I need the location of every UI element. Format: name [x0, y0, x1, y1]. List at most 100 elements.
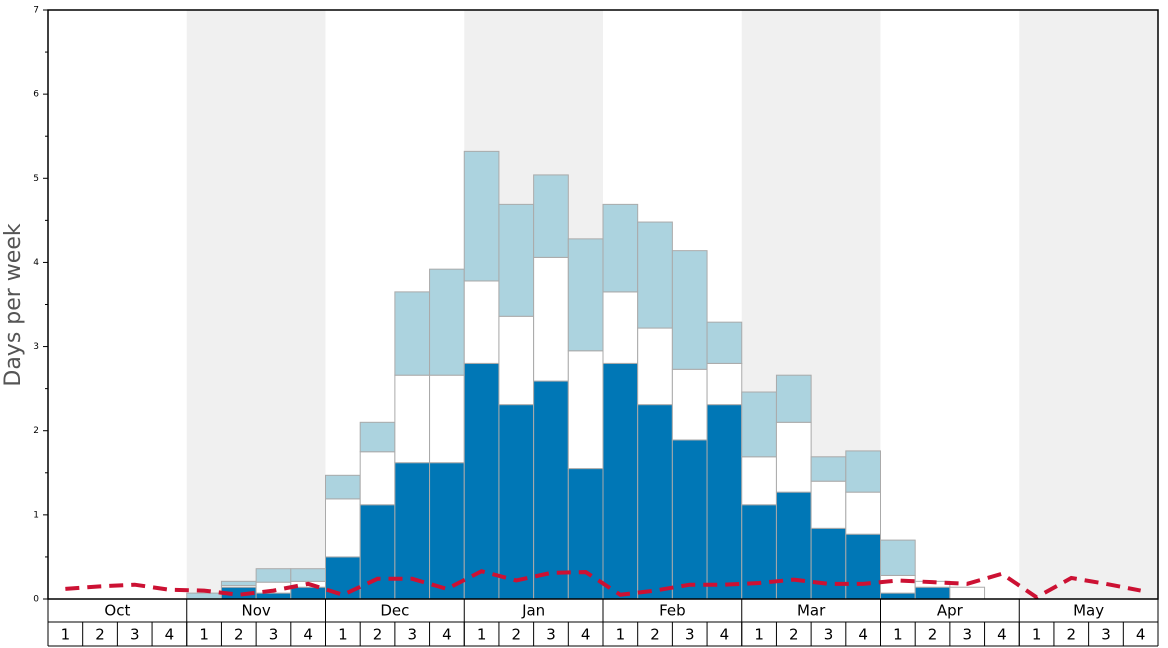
- week-label: 4: [720, 626, 730, 644]
- month-label: Feb: [659, 602, 686, 620]
- bar-segment: [359, 504, 396, 600]
- bar-segment: [325, 498, 361, 558]
- bar-segment: [394, 462, 431, 600]
- bar-segment: [463, 280, 500, 364]
- month-band: [1019, 10, 1158, 599]
- y-tick-label: 4: [33, 258, 39, 268]
- week-label: 2: [95, 626, 105, 644]
- y-tick-label: 7: [33, 6, 39, 16]
- week-label: 4: [997, 626, 1007, 644]
- trend-line: [65, 569, 1142, 600]
- bar-segment: [775, 374, 812, 423]
- bar-segment: [845, 533, 881, 600]
- week-label: 2: [373, 626, 383, 644]
- bar-segment: [429, 268, 465, 376]
- week-label: 3: [962, 626, 972, 644]
- y-tick-label: 3: [33, 342, 39, 352]
- y-tick-label: 1: [33, 510, 39, 520]
- y-tick-label: 0: [33, 595, 39, 605]
- y-tick-label: 2: [33, 426, 39, 436]
- week-label: 1: [1032, 626, 1042, 644]
- week-label: 1: [199, 626, 209, 644]
- week-label: 4: [165, 626, 175, 644]
- bar-segment: [637, 221, 673, 329]
- month-label: Nov: [241, 602, 270, 620]
- bar-segment: [741, 391, 777, 458]
- bar-segment: [533, 174, 569, 258]
- week-label: 2: [1067, 626, 1077, 644]
- bar-segment: [637, 404, 673, 600]
- bar-segment: [533, 256, 569, 382]
- bar-segment: [498, 203, 535, 317]
- bar-segment: [394, 374, 431, 464]
- y-tick-label: 6: [33, 90, 39, 100]
- bar-segment: [810, 527, 847, 600]
- bar-segment: [255, 592, 292, 600]
- week-label: 1: [616, 626, 626, 644]
- bar-segment: [602, 203, 639, 293]
- y-axis-label: Days per week: [1, 223, 26, 386]
- month-label: Jan: [521, 602, 545, 620]
- month-label: Apr: [937, 602, 964, 620]
- bar-segment: [845, 450, 881, 493]
- bar-segment: [602, 291, 639, 364]
- bar-segment: [255, 568, 292, 583]
- bar-segment: [914, 586, 951, 600]
- week-label: 3: [824, 626, 834, 644]
- week-label: 2: [234, 626, 244, 644]
- week-label: 2: [789, 626, 799, 644]
- bar-segment: [637, 327, 673, 406]
- bar-segment: [706, 362, 743, 406]
- week-label: 3: [1101, 626, 1111, 644]
- bar-segment: [394, 291, 431, 376]
- bar-segment: [498, 404, 535, 600]
- bar-segment: [429, 462, 465, 600]
- bar-segment: [810, 456, 847, 482]
- bar-segment: [880, 592, 916, 600]
- month-label: Dec: [380, 602, 409, 620]
- bar-segment: [671, 368, 708, 441]
- y-tick-label: 5: [33, 174, 39, 184]
- bar-segment: [810, 480, 847, 529]
- bar-segment: [567, 238, 604, 352]
- bar-segment: [880, 539, 916, 576]
- week-label: 4: [442, 626, 452, 644]
- month-label: May: [1073, 602, 1104, 620]
- bar-segment: [359, 451, 396, 506]
- bar-segment: [498, 315, 535, 406]
- bar-segment: [671, 439, 708, 600]
- week-label: 1: [754, 626, 764, 644]
- bar-segment: [775, 421, 812, 493]
- bar-segment: [463, 362, 500, 600]
- week-label: 2: [928, 626, 938, 644]
- bar-segment: [880, 574, 916, 594]
- week-label: 4: [858, 626, 868, 644]
- month-label: Mar: [797, 602, 826, 620]
- bar-segment: [741, 456, 777, 506]
- bar-segment: [186, 592, 222, 600]
- week-label: 4: [581, 626, 591, 644]
- week-label: 3: [546, 626, 556, 644]
- week-label: 1: [893, 626, 903, 644]
- week-label: 1: [477, 626, 487, 644]
- week-label: 4: [1136, 626, 1146, 644]
- week-label: 3: [407, 626, 417, 644]
- month-band: [186, 10, 326, 599]
- bar-segment: [533, 380, 569, 600]
- bar-segment: [429, 374, 465, 464]
- week-label: 1: [338, 626, 348, 644]
- week-label: 4: [303, 626, 313, 644]
- bar-segment: [775, 491, 812, 600]
- bar-segment: [671, 250, 708, 370]
- bar-segment: [706, 321, 743, 364]
- bar-segment: [359, 421, 396, 453]
- week-label: 3: [685, 626, 695, 644]
- week-label: 2: [650, 626, 660, 644]
- week-label: 3: [269, 626, 279, 644]
- bar-segment: [290, 586, 326, 600]
- bar-segment: [949, 586, 986, 600]
- bar-segment: [567, 350, 604, 470]
- bar-segment: [706, 404, 743, 600]
- bar-segment: [602, 362, 639, 600]
- bar-segment: [220, 580, 257, 587]
